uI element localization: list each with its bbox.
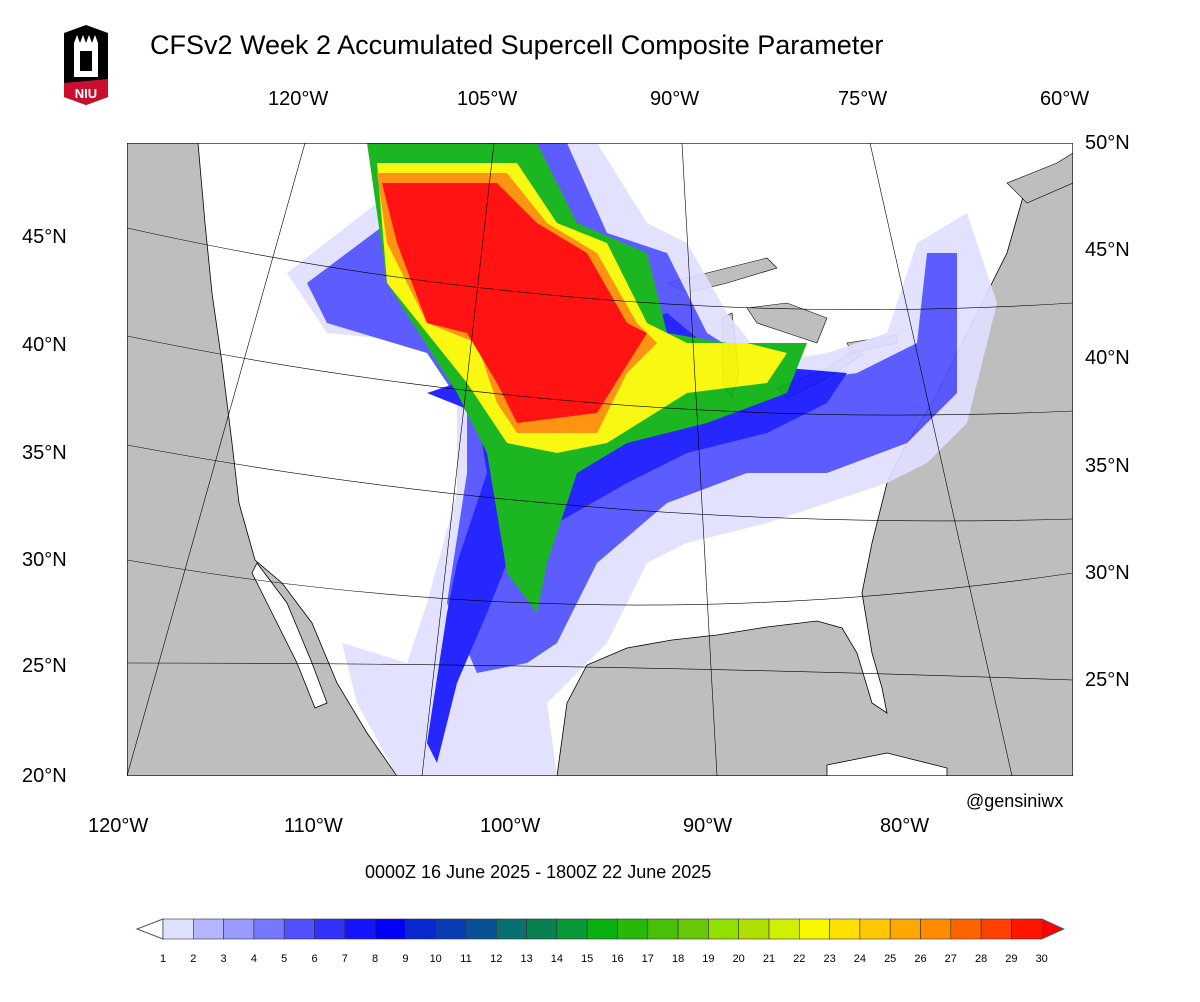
colorbar-tick-label: 8 — [372, 953, 379, 965]
colorbar-box — [223, 918, 255, 940]
bottom-lon-label: 120°W — [88, 815, 149, 837]
colorbar-box — [556, 918, 588, 940]
colorbar-tick-label: 15 — [581, 953, 594, 965]
colorbar-tick-label: 18 — [671, 953, 685, 965]
bottom-lon-label: 90°W — [683, 815, 733, 837]
colorbar-tick-label: 5 — [281, 953, 288, 965]
valid-period: 0000Z 16 June 2025 - 1800Z 22 June 2025 — [365, 862, 712, 882]
bottom-lon-label: 80°W — [880, 815, 930, 837]
colorbar-tick-label: 19 — [702, 953, 715, 965]
bottom-lon-label: 100°W — [480, 815, 541, 837]
colorbar-box — [283, 918, 315, 940]
left-lat-label: 25°N — [22, 655, 67, 677]
colorbar-tick-label: 25 — [884, 953, 897, 965]
niu-logo: NIU — [64, 25, 108, 105]
top-lon-label: 90°W — [650, 88, 700, 110]
top-lon-label: 60°W — [1040, 88, 1090, 110]
colorbar-tick-label: 17 — [641, 953, 654, 965]
colorbar-box — [586, 918, 618, 940]
colorbar-box — [253, 918, 285, 940]
scp-field — [287, 143, 997, 776]
colorbar-tick-label: 7 — [341, 953, 348, 965]
graticule — [127, 143, 1073, 776]
colorbar-box — [495, 918, 527, 940]
colorbar-tick-label: 2 — [190, 953, 197, 965]
colorbar-tick-label: 22 — [793, 953, 806, 965]
colorbar-box — [435, 918, 467, 940]
right-lat-label: 35°N — [1085, 455, 1130, 477]
colorbar-tick-label: 14 — [550, 953, 564, 965]
colorbar-tick-label: 16 — [611, 953, 624, 965]
colorbar-box — [405, 918, 436, 940]
colorbar-box — [617, 918, 649, 940]
colorbar-tick-label: 9 — [402, 953, 409, 965]
credit-text: @gensiniwx — [966, 791, 1064, 811]
right-lat-label: 45°N — [1085, 239, 1130, 261]
colorbar-tick-label: 3 — [220, 953, 227, 965]
colorbar-box — [465, 918, 497, 940]
colorbar-tick-label: 13 — [520, 953, 533, 965]
colorbar-box — [344, 918, 376, 940]
colorbar-box — [768, 918, 800, 940]
top-lon-label: 120°W — [268, 88, 329, 110]
colorbar-tick-label: 20 — [732, 953, 745, 965]
colorbar-over-triangle — [1041, 918, 1065, 940]
colorbar-box — [647, 918, 679, 940]
right-lat-label: 25°N — [1085, 669, 1130, 691]
left-lat-label: 20°N — [22, 765, 67, 787]
right-lat-label: 40°N — [1085, 347, 1130, 369]
land-baja — [251, 562, 328, 709]
colorbar-tick-label: 21 — [762, 953, 776, 965]
right-lat-label: 30°N — [1085, 562, 1130, 584]
right-lat-label: 50°N — [1085, 132, 1130, 154]
colorbar-box — [374, 918, 406, 940]
left-lat-label: 40°N — [22, 334, 67, 356]
colorbar-tick-label: 26 — [914, 953, 927, 965]
land-cuba — [826, 752, 948, 776]
colorbar-tick-label: 1 — [159, 953, 167, 965]
bottom-lon-label: 110°W — [284, 815, 343, 837]
colorbar-box — [526, 918, 558, 940]
colorbar-tick-label: 30 — [1035, 953, 1048, 965]
colorbar-tick-label: 12 — [490, 953, 503, 965]
colorbar-box — [798, 918, 830, 940]
left-lat-label: 30°N — [22, 549, 67, 571]
colorbar-tick-label: 23 — [823, 953, 836, 965]
left-lat-label: 35°N — [22, 442, 67, 464]
colorbar-tick-label: 29 — [1005, 953, 1018, 965]
colorbar-box — [1011, 918, 1043, 940]
colorbar-tick-label: 6 — [311, 953, 318, 965]
colorbar-box — [314, 918, 346, 940]
colorbar-box — [162, 918, 194, 940]
colorbar-box — [920, 918, 952, 940]
colorbar-tick-label: 4 — [250, 953, 257, 965]
svg-text:NIU: NIU — [75, 86, 97, 101]
colorbar-tick-label: 11 — [460, 953, 472, 965]
colorbar-tick-label: 28 — [974, 953, 988, 965]
colorbar-box — [192, 918, 224, 940]
colorbar-box — [980, 918, 1012, 940]
colorbar-under-triangle — [135, 918, 164, 940]
colorbar-box — [738, 918, 770, 940]
map-panel — [127, 143, 1073, 776]
colorbar-tick-label: 24 — [853, 953, 867, 965]
colorbar-box — [829, 918, 861, 940]
colorbar-box — [677, 918, 709, 940]
colorbar-box — [950, 918, 982, 940]
colorbar-tick-label: 10 — [429, 953, 442, 965]
colorbar-box — [889, 918, 921, 940]
top-lon-label: 75°W — [838, 88, 888, 110]
colorbar-box — [708, 918, 740, 940]
colorbar-box — [859, 918, 891, 940]
chart-title: CFSv2 Week 2 Accumulated Supercell Compo… — [150, 30, 884, 60]
top-lon-label: 105°W — [457, 88, 518, 110]
colorbar — [135, 918, 1065, 940]
left-lat-label: 45°N — [22, 226, 67, 248]
colorbar-tick-label: 27 — [944, 953, 957, 965]
